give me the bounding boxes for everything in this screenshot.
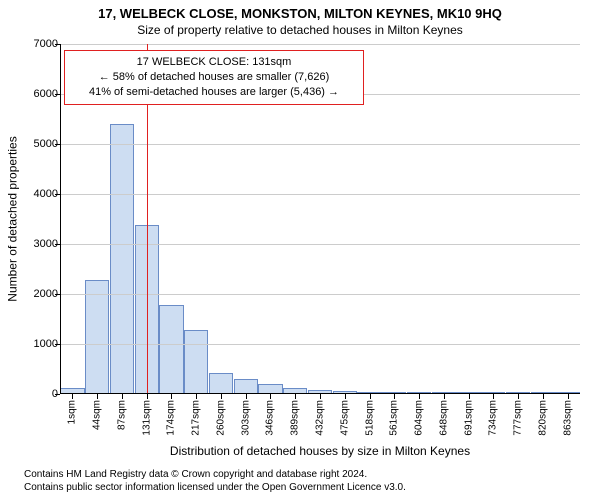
y-tick-label: 0 [24,388,58,400]
page-title: 17, WELBECK CLOSE, MONKSTON, MILTON KEYN… [0,0,600,21]
x-tick-label: 346sqm [265,400,276,436]
y-tick-mark [55,144,60,145]
y-tick-label: 7000 [24,38,58,50]
x-tick-label: 777sqm [513,400,524,436]
y-tick-label: 5000 [24,138,58,150]
y-tick-mark [55,344,60,345]
grid-line [60,144,580,145]
x-tick-label: 44sqm [92,400,103,430]
y-tick-mark [55,94,60,95]
y-tick-mark [55,294,60,295]
x-tick-label: 174sqm [166,400,177,436]
y-tick-label: 4000 [24,188,58,200]
x-tick-label: 1sqm [67,400,78,424]
x-tick-label: 87sqm [116,400,127,430]
chart-container: 17, WELBECK CLOSE, MONKSTON, MILTON KEYN… [0,0,600,500]
grid-line [60,244,580,245]
x-tick-label: 475sqm [339,400,350,436]
x-tick-label: 648sqm [438,400,449,436]
y-tick-mark [55,244,60,245]
page-subtitle: Size of property relative to detached ho… [0,23,600,37]
callout-box: 17 WELBECK CLOSE: 131sqm← 58% of detache… [64,50,364,105]
y-axis-line [60,44,61,394]
footer-line-1: Contains HM Land Registry data © Crown c… [24,468,590,481]
x-tick-label: 432sqm [315,400,326,436]
footer-line-2: Contains public sector information licen… [24,481,590,494]
x-tick-label: 303sqm [240,400,251,436]
x-tick-label: 131sqm [141,400,152,436]
y-tick-label: 6000 [24,88,58,100]
x-tick-label: 691sqm [463,400,474,436]
x-tick-labels: 1sqm 44sqm 87sqm 131sqm 174sqm 217sqm 260sqm 30… [60,394,580,444]
x-tick-label: 734sqm [488,400,499,436]
grid-line [60,44,580,45]
y-tick-label: 1000 [24,338,58,350]
grid-line [60,294,580,295]
x-tick-label: 561sqm [389,400,400,436]
x-tick-label: 389sqm [290,400,301,436]
y-tick-label: 2000 [24,288,58,300]
y-tick-label: 3000 [24,238,58,250]
grid-line [60,194,580,195]
grid-line [60,344,580,345]
y-axis-label: Number of detached properties [6,44,20,394]
y-tick-mark [55,194,60,195]
callout-line: 41% of semi-detached houses are larger (… [73,85,355,100]
callout-line: 17 WELBECK CLOSE: 131sqm [73,55,355,70]
y-tick-mark [55,44,60,45]
x-tick-label: 863sqm [562,400,573,436]
x-tick-label: 518sqm [364,400,375,436]
x-axis-label: Distribution of detached houses by size … [60,444,580,458]
y-axis-label-text: Number of detached properties [6,136,20,301]
x-tick-label: 820sqm [537,400,548,436]
plot-area: 17 WELBECK CLOSE: 131sqm← 58% of detache… [60,44,580,394]
y-tick-labels: 01000200030004000500060007000 [22,44,58,394]
x-tick-label: 604sqm [414,400,425,436]
x-tick-label: 217sqm [191,400,202,436]
x-tick-label: 260sqm [215,400,226,436]
footer-attribution: Contains HM Land Registry data © Crown c… [24,468,590,494]
callout-line: ← 58% of detached houses are smaller (7,… [73,70,355,85]
